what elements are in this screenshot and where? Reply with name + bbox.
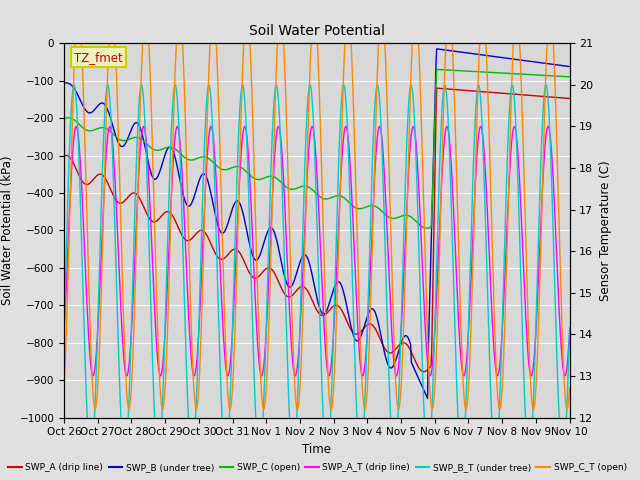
- X-axis label: Time: Time: [302, 443, 332, 456]
- Y-axis label: Soil Water Potential (kPa): Soil Water Potential (kPa): [1, 156, 14, 305]
- Title: Soil Water Potential: Soil Water Potential: [249, 24, 385, 38]
- Y-axis label: Sensor Temperature (C): Sensor Temperature (C): [599, 160, 612, 300]
- Text: TZ_fmet: TZ_fmet: [74, 51, 123, 64]
- Legend: SWP_A (drip line), SWP_B (under tree), SWP_C (open), SWP_A_T (drip line), SWP_B_: SWP_A (drip line), SWP_B (under tree), S…: [4, 459, 630, 476]
